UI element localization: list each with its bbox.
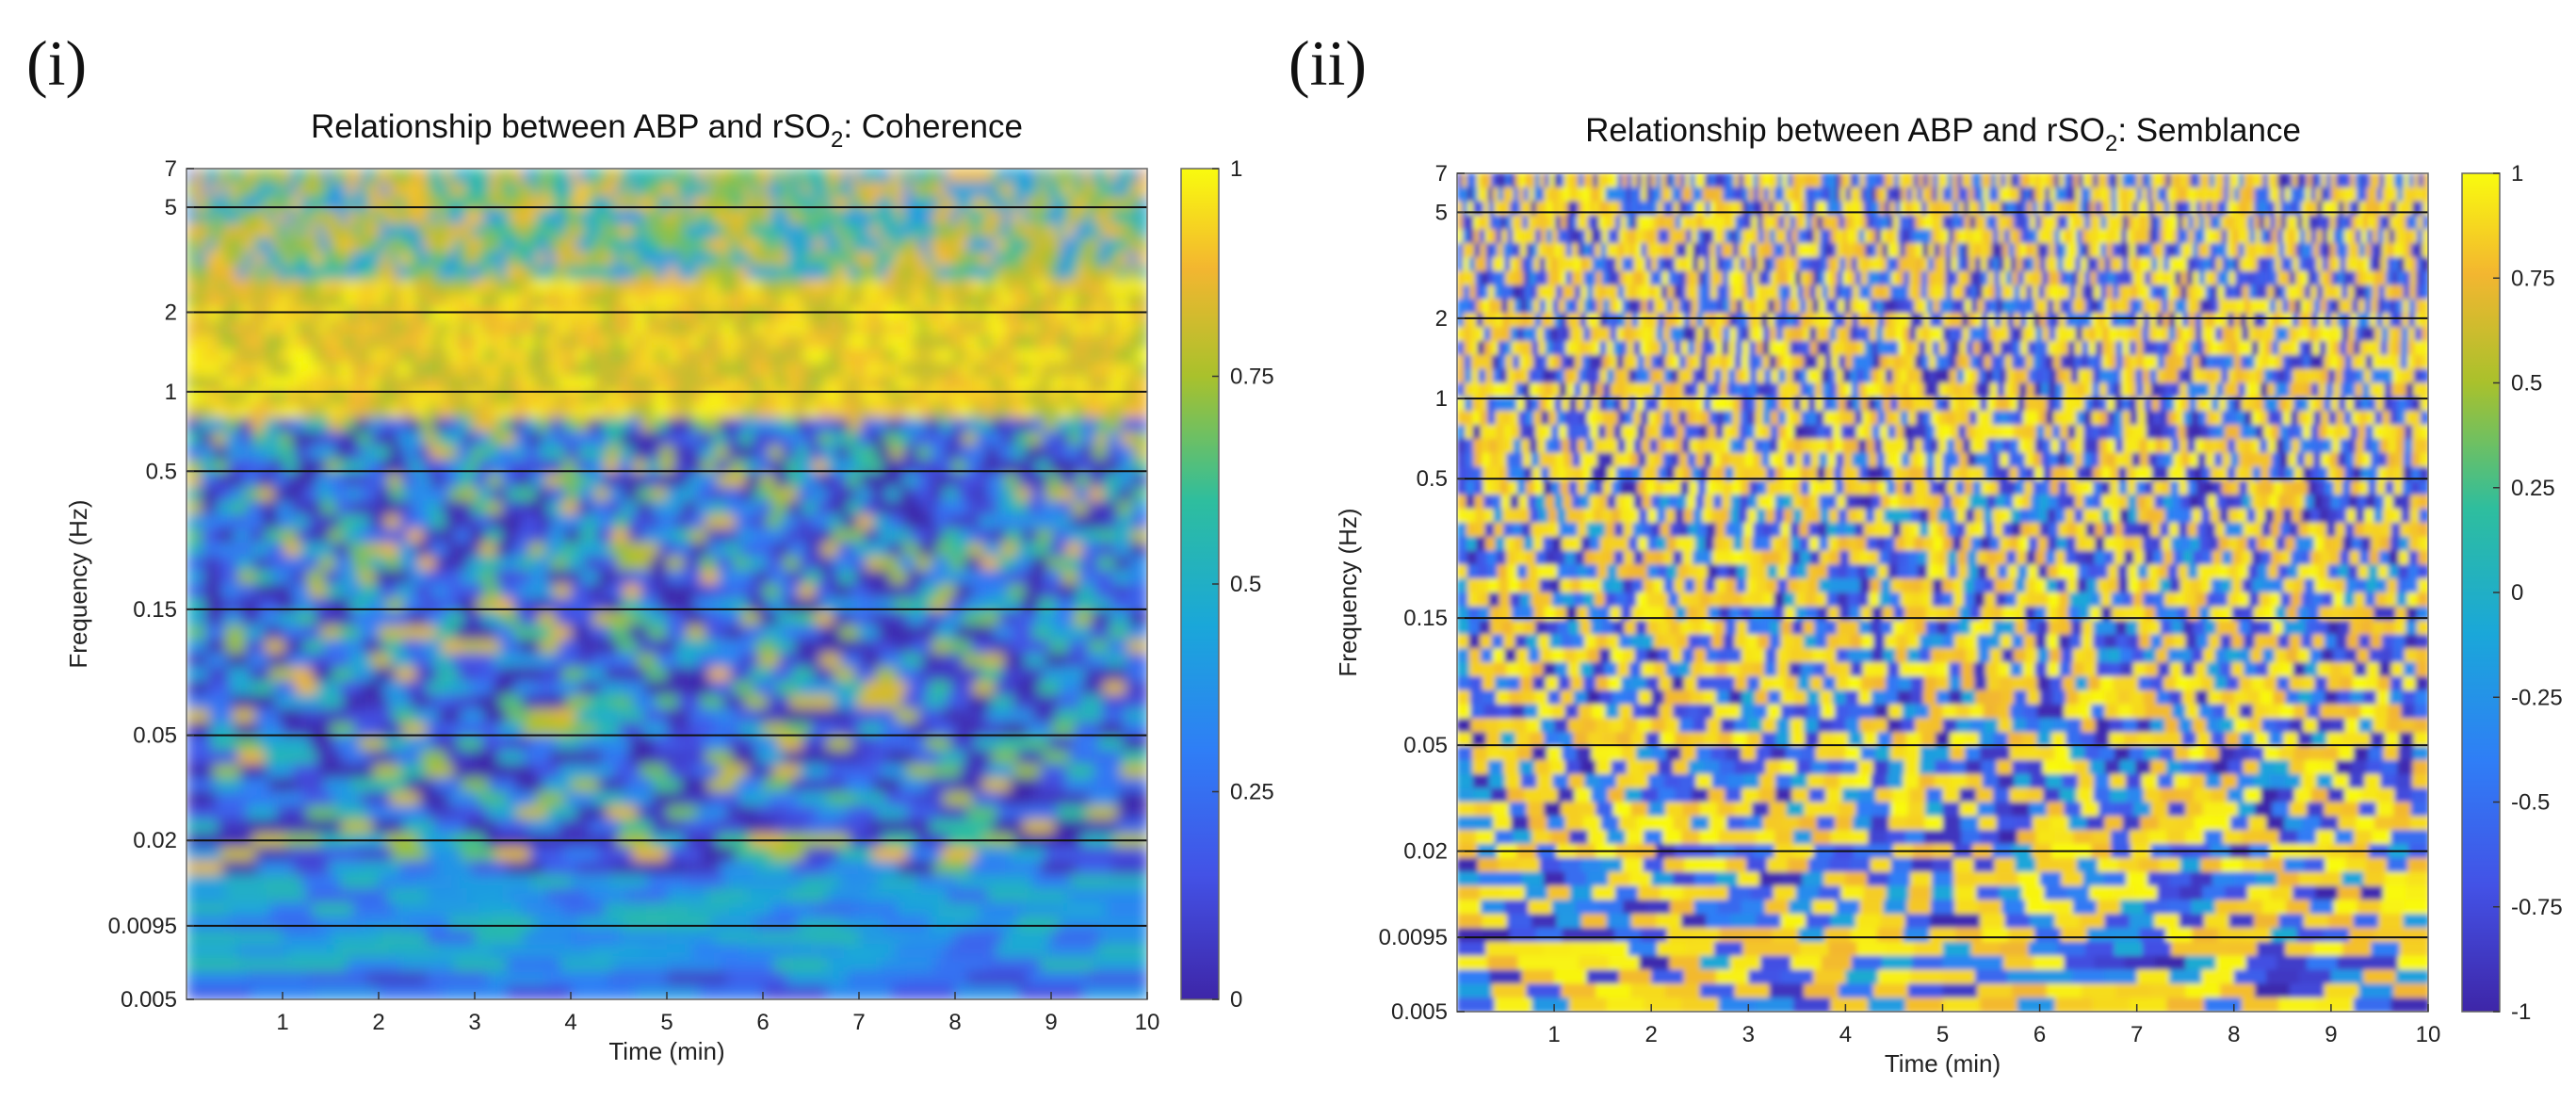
chart-title-tail: : Semblance xyxy=(2117,112,2301,149)
y-tick-label: 0.5 xyxy=(146,459,177,484)
y-tick-label: 0.02 xyxy=(133,828,177,853)
y-tick-label: 7 xyxy=(165,156,177,182)
heatmap-field xyxy=(1457,173,2428,1012)
y-tick-label: 2 xyxy=(165,300,177,326)
chart-title-tail: : Coherence xyxy=(843,108,1023,145)
panel-label-ii: (ii) xyxy=(1288,27,1368,99)
x-tick-label: 5 xyxy=(1936,1022,1949,1047)
x-tick-label: 2 xyxy=(1645,1022,1658,1047)
x-axis-label: Time (min) xyxy=(1885,1049,2001,1078)
x-tick-label: 6 xyxy=(2033,1022,2046,1047)
panel-label-i: (i) xyxy=(26,27,88,99)
x-axis-label: Time (min) xyxy=(608,1037,724,1065)
chart-title-main: Relationship between ABP and rSO xyxy=(1585,112,2105,149)
colorbar-tick-label: 0.25 xyxy=(2511,476,2555,501)
y-tick-label: 0.0095 xyxy=(108,914,177,939)
y-tick-label: 0.05 xyxy=(1403,733,1448,758)
colorbar-tick-label: -0.25 xyxy=(2511,685,2563,710)
chart-semblance: Relationship between ABP and rSO2: Sembl… xyxy=(1334,112,2563,1078)
colorbar-tick-label: -1 xyxy=(2511,999,2531,1025)
chart-title: Relationship between ABP and rSO2: Coher… xyxy=(311,108,1023,153)
x-tick-label: 8 xyxy=(948,1010,961,1035)
x-tick-label: 4 xyxy=(564,1010,576,1035)
x-tick-label: 5 xyxy=(660,1010,672,1035)
y-axis-label: Frequency (Hz) xyxy=(1334,508,1362,676)
y-tick-label: 2 xyxy=(1435,306,1448,332)
colorbar-tick-label: 1 xyxy=(2511,161,2523,187)
y-tick-label: 5 xyxy=(165,195,177,220)
x-tick-label: 2 xyxy=(372,1010,384,1035)
y-tick-label: 1 xyxy=(1435,386,1448,412)
chart-title-main: Relationship between ABP and rSO xyxy=(311,108,831,145)
y-tick-label: 0.02 xyxy=(1403,839,1448,865)
y-tick-label: 1 xyxy=(165,380,177,405)
colorbar-tick-label: 0 xyxy=(2511,580,2523,606)
y-tick-label: 0.0095 xyxy=(1379,925,1448,950)
x-tick-label: 10 xyxy=(2416,1022,2441,1047)
colorbar-tick-label: -0.5 xyxy=(2511,790,2550,816)
x-tick-label: 10 xyxy=(1135,1010,1160,1035)
chart-title: Relationship between ABP and rSO2: Sembl… xyxy=(1585,112,2301,156)
colorbar-tick-label: 0 xyxy=(1230,987,1242,1013)
x-tick-label: 9 xyxy=(2325,1022,2337,1047)
y-tick-label: 0.05 xyxy=(133,723,177,749)
x-tick-label: 7 xyxy=(852,1010,865,1035)
x-tick-label: 4 xyxy=(1839,1022,1852,1047)
y-tick-label: 5 xyxy=(1435,200,1448,225)
y-tick-label: 7 xyxy=(1435,161,1448,187)
x-tick-label: 1 xyxy=(276,1010,288,1035)
chart-title-subscript: 2 xyxy=(831,127,843,153)
chart-coherence: Relationship between ABP and rSO2: Coher… xyxy=(64,108,1274,1065)
colorbar-tick-label: 0.5 xyxy=(1230,572,1261,597)
y-axis-label: Frequency (Hz) xyxy=(64,499,92,668)
y-tick-label: 0.005 xyxy=(1391,999,1448,1025)
colorbar-tick-label: 1 xyxy=(1230,156,1242,182)
x-tick-label: 8 xyxy=(2228,1022,2240,1047)
x-tick-label: 7 xyxy=(2130,1022,2143,1047)
colorbar-tick-label: -0.75 xyxy=(2511,895,2563,920)
colorbar-tick-label: 0.25 xyxy=(1230,780,1274,805)
x-tick-label: 9 xyxy=(1045,1010,1057,1035)
y-tick-label: 0.005 xyxy=(121,987,177,1013)
x-tick-label: 1 xyxy=(1547,1022,1560,1047)
heatmap-field xyxy=(186,169,1147,999)
x-tick-label: 3 xyxy=(1742,1022,1755,1047)
y-tick-label: 0.5 xyxy=(1417,466,1448,492)
x-tick-label: 3 xyxy=(468,1010,480,1035)
colorbar-tick-label: 0.75 xyxy=(2511,266,2555,291)
colorbar-tick-label: 0.5 xyxy=(2511,371,2542,397)
colorbar-tick-label: 0.75 xyxy=(1230,365,1274,390)
x-tick-label: 6 xyxy=(756,1010,769,1035)
y-tick-label: 0.15 xyxy=(1403,606,1448,631)
chart-title-subscript: 2 xyxy=(2105,131,2117,156)
y-tick-label: 0.15 xyxy=(133,597,177,623)
